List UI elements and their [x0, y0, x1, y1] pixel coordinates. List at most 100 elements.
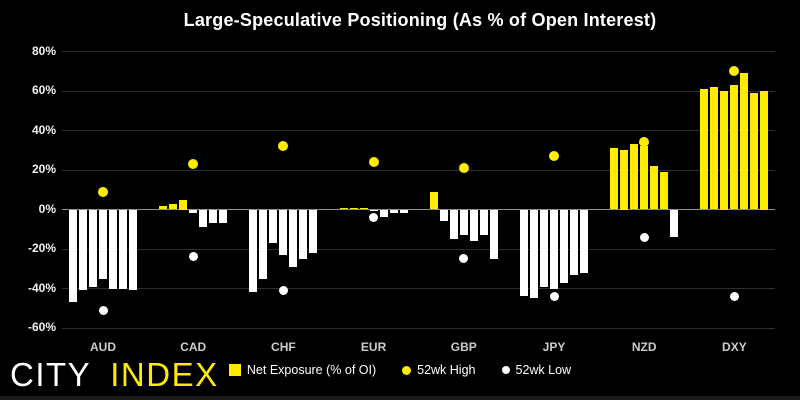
bar-chf-1 [259, 209, 268, 279]
bar-gbp-6 [489, 209, 498, 259]
bar-aud-6 [129, 209, 137, 291]
bar-gbp-0 [429, 191, 438, 210]
low-dot-eur [369, 212, 379, 222]
chart-title: Large-Speculative Positioning (As % of O… [183, 10, 657, 30]
bar-aud-0 [69, 209, 77, 303]
bar-nzd-5 [660, 171, 669, 210]
y-axis-label: 20% [31, 162, 56, 176]
bar-chf-4 [289, 209, 298, 267]
high-dot-aud [98, 186, 108, 197]
bar-jpy-6 [580, 209, 588, 273]
zero-line [62, 209, 775, 210]
brand-word-index: INDEX [110, 356, 219, 393]
bar-gbp-1 [439, 209, 448, 222]
bar-chf-3 [279, 209, 288, 255]
x-axis-label-cad: CAD [180, 340, 207, 354]
bar-eur-3 [369, 209, 378, 212]
bar-jpy-5 [570, 209, 578, 275]
bar-jpy-0 [520, 209, 528, 297]
low-dot-aud [98, 305, 108, 315]
bar-aud-4 [109, 209, 117, 289]
bar-dxy-5 [750, 92, 759, 210]
bar-cad-0 [159, 205, 168, 210]
grid-line [62, 130, 775, 131]
bar-cad-1 [169, 203, 178, 210]
bar-gbp-2 [449, 209, 458, 240]
x-axis-label-gbp: GBP [450, 340, 477, 354]
bottom-edge-strip [0, 396, 800, 400]
high-dot-gbp [458, 163, 469, 174]
bar-jpy-3 [550, 209, 558, 289]
bar-aud-2 [89, 209, 97, 287]
bar-gbp-5 [479, 209, 488, 236]
low-dot-jpy [549, 291, 559, 301]
bar-dxy-4 [740, 73, 749, 210]
legend-label-52wk-high: 52wk High [417, 363, 476, 377]
low-dot-chf [278, 285, 288, 295]
grid-line [62, 288, 775, 289]
y-axis-label: 60% [31, 83, 56, 97]
grid-line [62, 169, 775, 171]
bar-nzd-2 [630, 144, 639, 210]
bar-nzd-0 [610, 148, 619, 210]
high-dot-jpy [549, 151, 559, 162]
bar-dxy-2 [720, 91, 729, 210]
y-axis-label: -40% [27, 280, 56, 295]
bar-eur-6 [399, 209, 408, 214]
bar-gbp-4 [469, 209, 478, 242]
bar-dxy-0 [700, 89, 709, 210]
high-dot-nzd [639, 137, 650, 148]
bar-eur-5 [389, 209, 398, 214]
y-axis-label: 0% [38, 201, 56, 216]
x-axis-label-jpy: JPY [542, 340, 566, 354]
low-dot-dxy [729, 291, 739, 301]
grid-line [62, 51, 775, 52]
bar-jpy-2 [540, 209, 548, 287]
low-dot-swatch-icon [501, 366, 510, 374]
bar-gbp-3 [459, 209, 468, 236]
bar-chf-0 [249, 209, 258, 293]
legend-label-net-exposure: Net Exposure (% of OI) [246, 363, 377, 377]
legend-item-52wk-high: 52wk High [402, 363, 476, 377]
high-dot-chf [278, 141, 289, 152]
high-dot-cad [188, 159, 199, 170]
y-axis-label: 40% [31, 122, 56, 137]
brand-word-city: CITY [10, 356, 91, 393]
bar-nzd-4 [650, 166, 659, 210]
bar-cad-3 [189, 209, 198, 214]
bar-cad-6 [219, 209, 228, 224]
bar-dxy-1 [710, 87, 719, 210]
bar-nzd-1 [620, 150, 629, 210]
bar-aud-1 [79, 209, 87, 291]
bar-cad-2 [179, 199, 188, 210]
bar-chf-6 [309, 209, 318, 253]
high-dot-eur [368, 157, 379, 168]
bar-aud-3 [99, 209, 107, 279]
legend: Net Exposure (% of OI) 52wk High 52wk Lo… [0, 363, 800, 377]
grid-line [62, 248, 775, 250]
bar-nzd-3 [640, 146, 649, 210]
bar-dxy-6 [760, 91, 769, 210]
bar-chf-5 [299, 209, 308, 259]
grid-line [62, 90, 775, 92]
low-dot-cad [188, 252, 198, 262]
y-axis-label: -20% [27, 241, 56, 255]
bar-dxy-3 [730, 85, 739, 210]
bar-cad-4 [199, 209, 208, 228]
legend-item-net-exposure: Net Exposure (% of OI) [228, 363, 377, 377]
high-dot-swatch-icon [402, 365, 412, 375]
x-axis-label-chf: CHF [271, 340, 296, 354]
bar-chf-2 [269, 209, 278, 244]
bar-eur-2 [359, 207, 368, 210]
y-axis-label: -60% [27, 320, 56, 334]
x-axis-label-dxy: DXY [722, 340, 747, 354]
x-axis-label-eur: EUR [360, 340, 387, 354]
grid-line [62, 327, 775, 329]
bar-jpy-4 [560, 209, 568, 283]
high-dot-dxy [729, 66, 740, 77]
bar-eur-1 [349, 207, 358, 210]
bar-jpy-1 [530, 209, 538, 299]
bar-eur-0 [339, 207, 348, 210]
